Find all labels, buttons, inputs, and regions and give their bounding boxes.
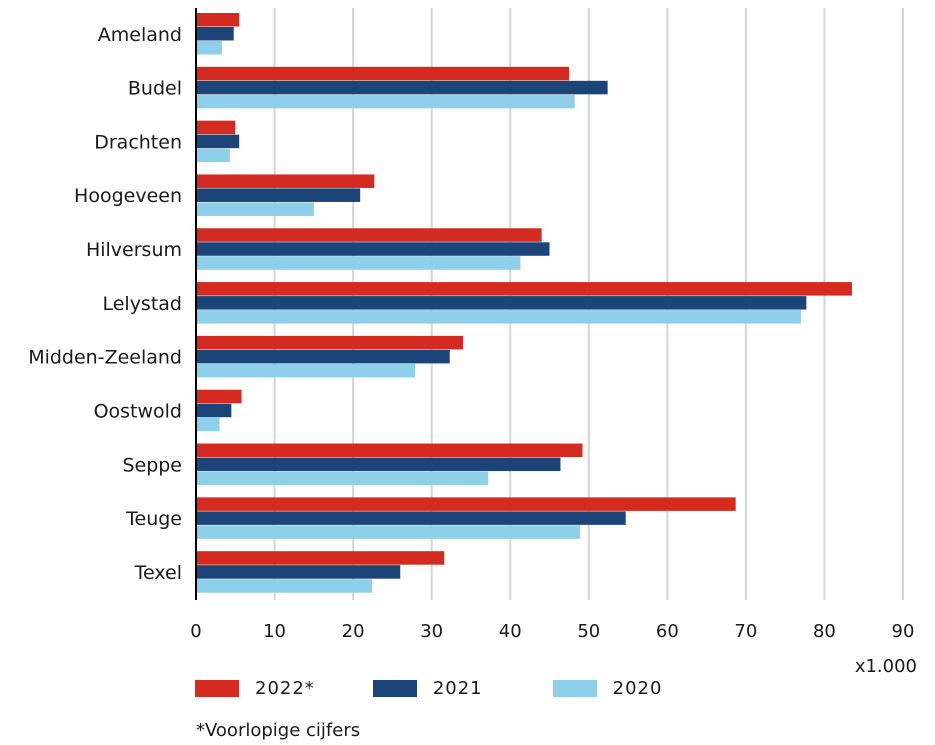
category-label: Budel	[128, 78, 182, 100]
x-tick-label: 10	[263, 621, 286, 642]
category-label: Drachten	[94, 131, 182, 153]
category-label: Seppe	[122, 454, 182, 476]
x-tick-label: 50	[577, 621, 600, 642]
bar-2022-teuge	[196, 497, 736, 511]
category-label: Hilversum	[86, 239, 182, 261]
bar-2021-hilversum	[196, 242, 550, 256]
bar-2021-budel	[196, 80, 608, 95]
bar-2022-oostwold	[196, 389, 242, 404]
bar-2020-texel	[196, 579, 372, 593]
bar-2021-drachten	[196, 134, 240, 149]
category-label: Teuge	[125, 508, 182, 530]
bar-2020-hilversum	[196, 256, 521, 270]
bar-2020-lelystad	[196, 310, 801, 324]
legend-label-2021: 2021	[432, 678, 483, 699]
bar-2022-lelystad	[196, 282, 852, 296]
bar-2022-hoogeveen	[196, 174, 375, 188]
category-label: Oostwold	[94, 400, 182, 422]
bar-2021-lelystad	[196, 296, 807, 310]
bar-2021-seppe	[196, 457, 561, 472]
x-tick-label: 0	[190, 621, 201, 642]
bar-2020-drachten	[196, 148, 230, 163]
category-labels: Ameland Budel Drachten Hoogeveen Hilversum Le…	[28, 24, 182, 584]
x-tick-label: 70	[734, 621, 757, 642]
x-tick-label: 30	[420, 621, 443, 642]
bar-2022-seppe	[196, 443, 583, 458]
bar-2022-ameland	[196, 13, 240, 27]
bar-2022-hilversum	[196, 228, 542, 242]
bar-2020-midden-zeeland	[196, 363, 416, 378]
bar-2022-texel	[196, 551, 445, 565]
category-label: Lelystad	[102, 293, 182, 315]
bar-2021-texel	[196, 565, 401, 579]
legend-label-2022: 2022*	[255, 678, 315, 699]
legend-swatch-2022	[195, 680, 239, 697]
category-label: Ameland	[98, 24, 182, 46]
legend-swatch-2020	[552, 680, 597, 697]
x-tick-label: 40	[499, 621, 522, 642]
x-tick-label: 80	[813, 621, 836, 642]
legend-item-2021: 2021	[372, 678, 483, 699]
bar-2021-teuge	[196, 511, 626, 525]
bar-2022-drachten	[196, 120, 236, 135]
bar-2022-budel	[196, 66, 570, 81]
legend-item-2022: 2022*	[195, 678, 315, 699]
bar-2020-oostwold	[196, 417, 220, 432]
category-label: Midden-Zeeland	[28, 347, 182, 369]
category-label: Hoogeveen	[74, 185, 182, 207]
x-tick-label: 90	[892, 621, 915, 642]
x-tick-labels: 0 10 20 30 40 50 60 70 80 90	[190, 621, 914, 642]
x-tick-label: 20	[342, 621, 365, 642]
bar-2021-midden-zeeland	[196, 349, 450, 364]
bar-2021-hoogeveen	[196, 188, 361, 202]
bars	[196, 13, 852, 593]
bar-chart: Ameland Budel Drachten Hoogeveen Hilversum Le…	[28, 8, 914, 642]
legend-label-2020: 2020	[612, 678, 663, 699]
bar-2021-ameland	[196, 27, 234, 41]
legend: 2022* 2021 2020	[195, 678, 662, 699]
bar-2021-oostwold	[196, 403, 232, 418]
bar-2020-seppe	[196, 471, 489, 486]
bar-2020-ameland	[196, 41, 222, 55]
bar-2020-teuge	[196, 525, 581, 539]
footnote: *Voorlopige cijfers	[196, 720, 361, 741]
bar-2020-hoogeveen	[196, 202, 314, 216]
bar-2022-midden-zeeland	[196, 335, 464, 350]
legend-swatch-2021	[372, 680, 417, 697]
x-tick-label: 60	[656, 621, 679, 642]
bar-2020-budel	[196, 94, 575, 109]
legend-item-2020: 2020	[552, 678, 663, 699]
category-label: Texel	[134, 562, 182, 584]
unit-label: x1.000	[854, 656, 917, 677]
